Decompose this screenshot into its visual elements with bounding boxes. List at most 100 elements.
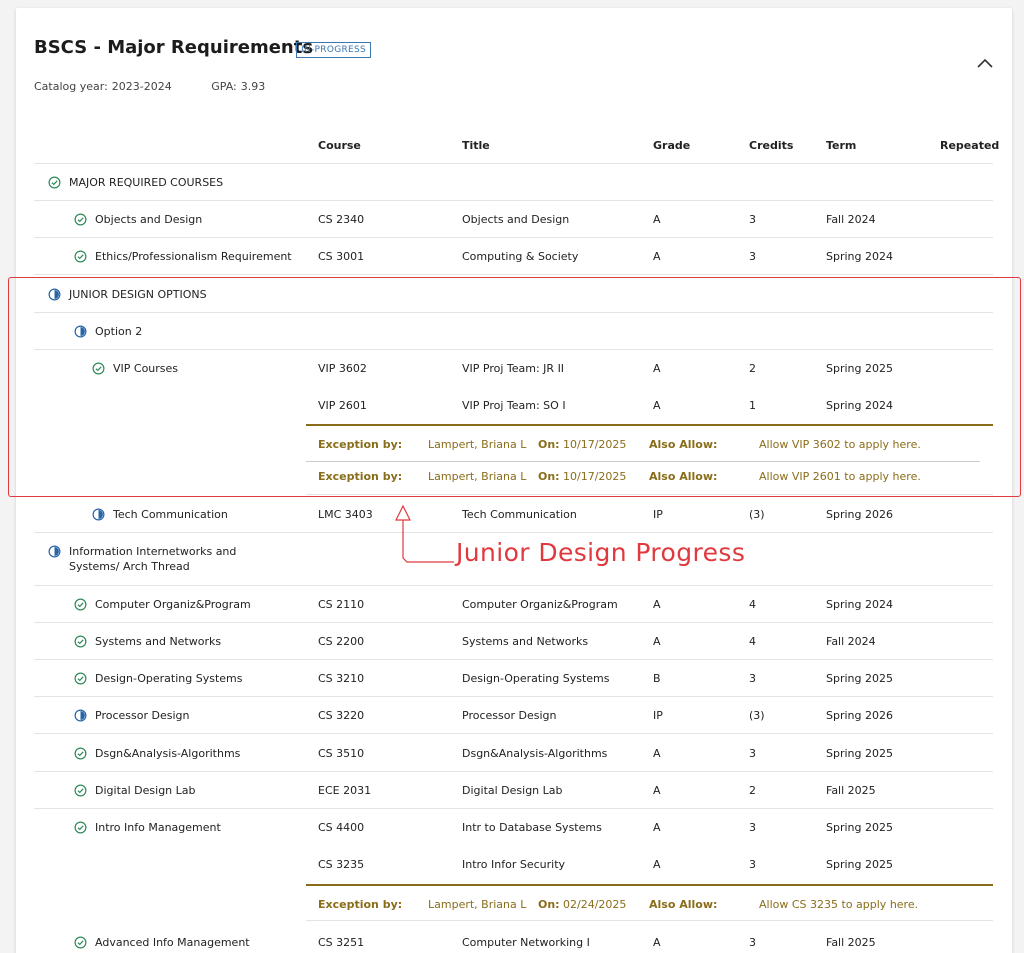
check-circle-icon [74,784,87,797]
requirement-row[interactable]: Processor Design CS 3220 Processor Design I… [34,697,993,734]
gpa-value: 3.93 [240,80,266,93]
course-credits: 2 [749,784,756,797]
course-term: Spring 2024 [826,598,893,611]
exception-on: 10/17/2025 [563,470,627,483]
requirement-row[interactable]: Computer Organiz&Program CS 2110 Computer … [34,586,993,623]
course-title: Computer Organiz&Program [462,598,618,611]
col-title[interactable]: Title [462,139,490,152]
course-code: CS 3210 [318,672,365,685]
exception-allow-label: Also Allow: [649,898,718,911]
requirement-label: Intro Info Management [74,809,221,846]
requirement-row[interactable]: Option 2 [34,313,993,350]
check-circle-icon [92,362,105,375]
exception-by: Lampert, Briana L [428,898,527,911]
requirement-name: Design-Operating Systems [95,672,243,685]
col-credits[interactable]: Credits [749,139,794,152]
course-grade: A [653,635,661,648]
annotation-highlight-box [8,277,1021,497]
requirement-label: VIP Courses [92,350,178,387]
requirement-row[interactable]: Tech Communication LMC 3403 Tech Communica… [34,496,993,533]
course-term: Spring 2025 [826,672,893,685]
catalog-year: Catalog year: 2023-2024 [34,80,190,93]
requirement-row[interactable]: MAJOR REQUIRED COURSES [34,164,993,201]
exception-row: Exception by: Lampert, Briana L On: 10/17/2… [306,458,993,495]
course-subrow[interactable]: CS 3235 Intro Infor Security A 3 Spring 2025 [306,846,993,883]
course-code: CS 3001 [318,250,365,263]
course-grade: B [653,672,661,685]
chevron-up-icon[interactable] [976,56,994,70]
col-term[interactable]: Term [826,139,857,152]
requirement-name: Computer Organiz&Program [95,598,251,611]
half-circle-icon [48,545,61,558]
requirement-name: JUNIOR DESIGN OPTIONS [69,288,207,301]
requirement-row[interactable]: Ethics/Professionalism Requirement CS 300… [34,238,993,275]
requirement-row[interactable]: Advanced Info Management CS 3251 Computer … [34,924,993,953]
col-repeated[interactable]: Repeated [940,139,1000,152]
course-subrow[interactable]: VIP 2601 VIP Proj Team: SO I A 1 Spring 2024 [306,387,993,424]
course-credits: 4 [749,635,756,648]
course-title: Intr to Database Systems [462,821,602,834]
course-credits: 3 [749,821,756,834]
course-grade: A [653,598,661,611]
requirements-card [16,8,1012,953]
col-course[interactable]: Course [318,139,361,152]
requirement-label: MAJOR REQUIRED COURSES [48,164,223,201]
course-term: Spring 2025 [826,362,893,375]
requirement-row[interactable]: Systems and Networks CS 2200 Systems and N… [34,623,993,660]
exception-on-label: On: [538,898,560,911]
exception-row: Exception by: Lampert, Briana L On: 10/17/2… [306,424,993,462]
requirement-name: MAJOR REQUIRED COURSES [69,176,224,189]
gpa: GPA: 3.93 [211,80,283,93]
check-circle-icon [74,598,87,611]
exception-by-label: Exception by: [318,438,403,451]
course-term: Fall 2025 [826,936,876,949]
requirement-row[interactable]: Digital Design Lab ECE 2031 Digital Design… [34,772,993,809]
check-circle-icon [74,213,87,226]
check-circle-icon [48,176,61,189]
requirement-label: Ethics/Professionalism Requirement [74,238,292,275]
exception-allow: Allow VIP 3602 to apply here. [759,438,921,451]
requirement-name: Ethics/Professionalism Requirement [95,250,292,263]
course-credits: 1 [749,399,756,412]
exception-on-label: On: [538,470,560,483]
course-title: VIP Proj Team: SO I [462,399,566,412]
requirement-row[interactable]: Objects and Design CS 2340 Objects and Des… [34,201,993,238]
requirement-row[interactable]: Information Internetworks and Systems/ A… [34,534,993,586]
col-grade[interactable]: Grade [653,139,691,152]
course-title: Tech Communication [462,508,577,521]
header-divider [34,163,993,164]
course-code: VIP 2601 [318,399,367,412]
requirement-row[interactable]: JUNIOR DESIGN OPTIONS [34,276,993,313]
requirement-row[interactable]: Intro Info Management CS 4400 Intr to Data… [34,809,993,846]
catalog-info: Catalog year: 2023-2024 GPA: 3.93 [34,80,301,93]
half-circle-icon [48,288,61,301]
requirement-label: Systems and Networks [74,623,221,660]
course-credits: 3 [749,747,756,760]
status-badge: IN-PROGRESS [296,42,372,58]
exception-by: Lampert, Briana L [428,470,527,483]
half-circle-icon [74,325,87,338]
course-title: Intro Infor Security [462,858,566,871]
requirement-label: Design-Operating Systems [74,660,243,697]
exception-on: 02/24/2025 [563,898,627,911]
requirement-row[interactable]: VIP Courses VIP 3602 VIP Proj Team: JR II A… [34,350,993,387]
check-circle-icon [74,672,87,685]
course-title: Digital Design Lab [462,784,563,797]
course-title: Design-Operating Systems [462,672,610,685]
exception-by-label: Exception by: [318,898,403,911]
course-credits: 2 [749,362,756,375]
course-code: CS 2110 [318,598,365,611]
half-circle-icon [92,508,105,521]
requirement-name: Information Internetworks and Systems/ A… [69,545,237,573]
requirement-label: Digital Design Lab [74,772,196,809]
course-code: ECE 2031 [318,784,372,797]
requirement-row[interactable]: Design-Operating Systems CS 3210 Design-Op… [34,660,993,697]
requirement-name: Dsgn&Analysis-Algorithms [95,747,241,760]
gpa-label: GPA: [211,80,237,93]
course-term: Spring 2025 [826,821,893,834]
exception-allow-label: Also Allow: [649,438,718,451]
exception-on-label: On: [538,438,560,451]
course-credits: 4 [749,598,756,611]
exception-allow: Allow VIP 2601 to apply here. [759,470,921,483]
requirement-row[interactable]: Dsgn&Analysis-Algorithms CS 3510 Dsgn&Anal… [34,735,993,772]
